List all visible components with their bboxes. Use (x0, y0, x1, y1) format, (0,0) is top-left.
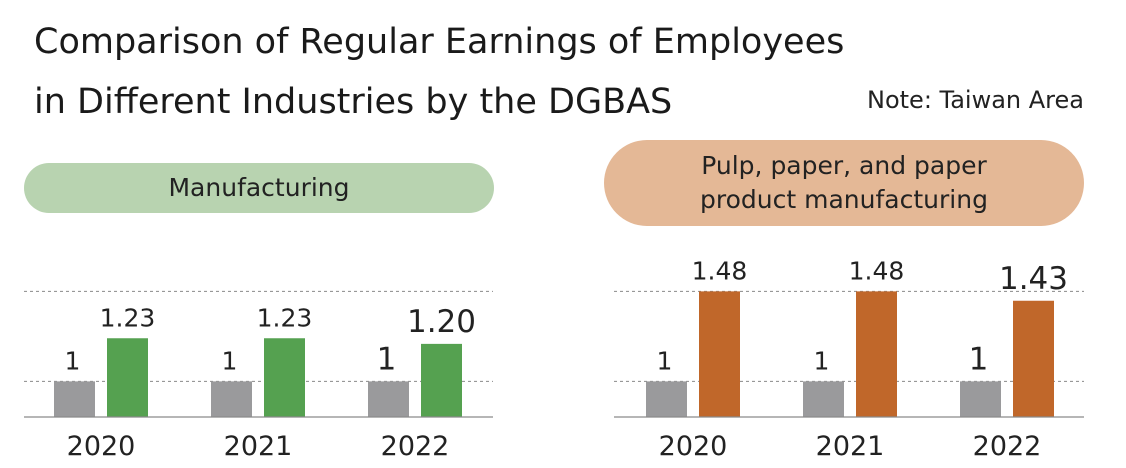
note-text: Note: Taiwan Area (867, 86, 1084, 114)
data-label-0-0-1: 1.23 (100, 303, 156, 332)
data-label-1-0-0: 1 (657, 346, 673, 375)
bar-1-0-0 (646, 381, 687, 417)
bar-0-0-0 (54, 381, 95, 417)
panel-title-manufacturing: Manufacturing (168, 173, 350, 203)
panel-label-pulp-paper: Pulp, paper, and paper product manufactu… (604, 140, 1084, 226)
panel-title-pulp-paper: Pulp, paper, and paper product manufactu… (700, 151, 988, 214)
data-label-0-1-0: 1 (222, 346, 238, 375)
bar-0-2-0 (368, 381, 409, 417)
x-tick-label-1-2: 2022 (973, 431, 1042, 462)
bar-1-1-0 (803, 381, 844, 417)
panel-label-manufacturing: Manufacturing (24, 163, 494, 213)
data-label-1-2-0: 1 (969, 341, 989, 377)
bar-1-0-1 (699, 291, 740, 417)
bar-0-0-1 (107, 338, 148, 417)
bar-0-1-0 (211, 381, 252, 417)
bar-1-1-1 (856, 291, 897, 417)
data-label-1-2-1: 1.43 (999, 261, 1068, 297)
data-label-1-1-0: 1 (814, 346, 830, 375)
x-tick-label-1-0: 2020 (659, 431, 728, 462)
x-tick-label-1-1: 2021 (816, 431, 885, 462)
bar-0-2-1 (421, 343, 462, 417)
data-label-1-0-1: 1.48 (692, 256, 748, 285)
chart-title-line2: in Different Industries by the DGBAS (34, 82, 673, 122)
data-label-0-1-1: 1.23 (257, 303, 313, 332)
x-tick-label-0-0: 2020 (67, 431, 136, 462)
bar-0-1-1 (264, 338, 305, 417)
bar-1-2-0 (960, 381, 1001, 417)
data-label-1-1-1: 1.48 (849, 256, 905, 285)
data-label-0-0-0: 1 (65, 346, 81, 375)
data-label-0-2-1: 1.20 (407, 304, 476, 340)
x-tick-label-0-1: 2021 (224, 431, 293, 462)
chart-title-line1: Comparison of Regular Earnings of Employ… (34, 22, 845, 62)
x-tick-label-0-2: 2022 (381, 431, 450, 462)
bar-1-2-1 (1013, 300, 1054, 417)
data-label-0-2-0: 1 (377, 341, 397, 377)
